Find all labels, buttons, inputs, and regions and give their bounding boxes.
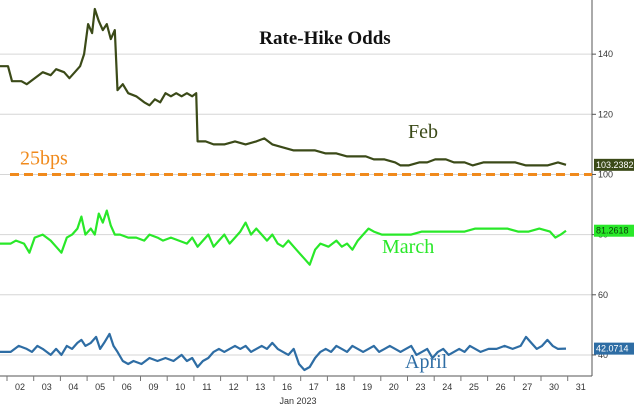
x-tick-label-23: 23	[415, 382, 425, 392]
last-value-badges: 103.2382 81.2618 42.0714	[594, 158, 634, 355]
x-tick-label-02: 02	[15, 382, 25, 392]
last-value-badge-march	[594, 224, 634, 237]
x-tick-label-17: 17	[309, 382, 319, 392]
series-label-april: April	[405, 351, 448, 373]
series-line-feb	[0, 7, 567, 167]
series-labels: Feb March April	[382, 121, 448, 373]
x-tick-label-10: 10	[175, 382, 185, 392]
y-tick-label-140: 140	[598, 49, 613, 59]
axes	[0, 0, 593, 377]
y-tick-label-40: 40	[598, 350, 608, 360]
last-value-badge-feb	[594, 158, 634, 171]
x-tick-label-03: 03	[42, 382, 52, 392]
x-tick-label-24: 24	[442, 382, 452, 392]
last-value-text-april: 42.0714	[596, 344, 629, 354]
y-tick-label-100: 100	[598, 169, 613, 179]
chart-title: Rate-Hike Odds	[259, 28, 390, 49]
y-axis-ticks: 406080100120140	[592, 49, 613, 360]
x-tick-label-05: 05	[95, 382, 105, 392]
x-tick-label-04: 04	[68, 382, 78, 392]
y-tick-label-120: 120	[598, 109, 613, 119]
x-tick-label-11: 11	[202, 382, 211, 392]
x-axis-ticks: 02 03 04 05 06 09 10 11 12 13 16 17 18 19 20 23 24 25 26 27…	[6, 376, 586, 392]
x-tick-label-31: 31	[576, 382, 586, 392]
last-value-text-march: 81.2618	[596, 226, 629, 236]
gridlines	[0, 53, 592, 356]
series-lines	[0, 7, 567, 372]
x-tick-label-09: 09	[148, 382, 158, 392]
x-tick-label-13: 13	[255, 382, 265, 392]
series-label-feb: Feb	[408, 121, 438, 143]
series-label-march: March	[382, 236, 434, 258]
reference-line-25bps: 25bps	[10, 147, 592, 176]
x-tick-label-25: 25	[469, 382, 479, 392]
x-tick-label-30: 30	[549, 382, 559, 392]
y-tick-label-60: 60	[598, 290, 608, 300]
x-tick-label-19: 19	[362, 382, 372, 392]
x-tick-label-27: 27	[522, 382, 532, 392]
series-line-april	[0, 332, 567, 372]
x-tick-label-20: 20	[389, 382, 399, 392]
x-tick-label-06: 06	[122, 382, 132, 392]
reference-line-label: 25bps	[20, 147, 68, 169]
x-tick-label-26: 26	[496, 382, 506, 392]
last-value-badge-april	[594, 342, 634, 355]
x-axis-label: Jan 2023	[279, 396, 316, 406]
x-tick-label-16: 16	[282, 382, 292, 392]
x-tick-label-18: 18	[335, 382, 345, 392]
last-value-text-feb: 103.2382	[596, 160, 634, 170]
series-line-march	[0, 209, 567, 266]
x-tick-label-12: 12	[229, 382, 239, 392]
